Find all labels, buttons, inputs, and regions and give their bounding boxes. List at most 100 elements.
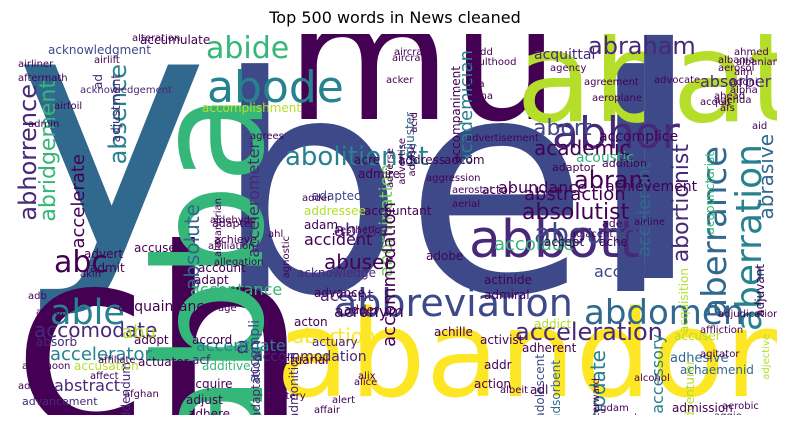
word-actuator: actuator xyxy=(138,355,189,369)
word-abundance: abundance xyxy=(498,178,587,197)
word-afford: afford xyxy=(268,414,300,415)
word-adaptec: adaptec xyxy=(312,189,361,203)
word-adder: adder xyxy=(302,193,332,204)
word-affiliate: affiliate xyxy=(98,355,136,366)
word-afterward: afterward xyxy=(591,378,602,415)
word-advise: advise xyxy=(407,144,418,177)
word-advancement: advancement xyxy=(22,395,98,408)
word-acoustic: acoustic xyxy=(576,150,635,166)
word-admission: admission xyxy=(672,401,733,415)
word-adaptor: adaptor xyxy=(552,161,596,174)
word-aim: aim xyxy=(734,67,753,78)
word-airliner: airliner xyxy=(18,59,54,70)
word-akin: akin xyxy=(80,269,102,280)
word-acknowledgement: acknowledgement xyxy=(80,85,172,96)
word-ade: ade xyxy=(602,217,623,230)
word-accusation: accusation xyxy=(74,359,139,373)
word-absorb: absorb xyxy=(36,335,78,349)
word-adherent: adherent xyxy=(522,341,577,355)
word-acquisition: acquisition xyxy=(677,268,691,334)
word-agnostic: agnostic xyxy=(281,236,292,279)
word-aha: aha xyxy=(466,79,485,90)
word-adsorbent: adsorbent xyxy=(549,360,563,415)
word-advert: advert xyxy=(84,247,124,261)
word-accommodation: accommodation xyxy=(254,349,367,365)
word-acronym: acronym xyxy=(334,302,404,321)
word-affect: affect xyxy=(90,371,119,382)
word-actuarial: actuarial xyxy=(276,353,329,367)
word-accuse: accuse xyxy=(134,241,176,255)
word-aircraft: aircraft xyxy=(392,53,428,64)
word-y: y xyxy=(14,34,210,323)
word-addressee: addressee xyxy=(304,204,366,218)
word-accomodate: accomodate xyxy=(34,318,158,342)
word-allegation: allegation xyxy=(214,257,264,268)
word-aesthetic: aesthetic xyxy=(334,225,381,236)
chart-title: Top 500 words in News cleaned xyxy=(269,8,521,27)
word-age: age xyxy=(218,303,237,314)
word-ahl: ahl xyxy=(268,229,284,240)
word-accelerant: accelerant xyxy=(634,162,655,257)
word-activist: activist xyxy=(480,333,524,347)
word-abolitionist: abolitionist xyxy=(285,142,429,172)
word-ch: ch xyxy=(14,195,308,416)
word-actor: actor xyxy=(482,183,513,197)
word-achieve: achieve xyxy=(214,233,257,246)
word-acceleration: acceleration xyxy=(515,318,663,346)
word-accolade: accolade xyxy=(494,234,575,255)
word-abate: abate xyxy=(516,34,777,151)
word-airlift: airlift xyxy=(94,55,120,66)
word-ache: ache xyxy=(599,235,628,249)
word-afternoon: afternoon xyxy=(22,361,71,372)
word-albanian: albanian xyxy=(736,57,777,68)
word-abbreviation: abbreviation xyxy=(334,281,573,325)
word-aggression: aggression xyxy=(426,173,481,184)
word-academic: academic xyxy=(534,136,631,160)
word-actuary: actuary xyxy=(312,335,358,349)
word-adopt: adopt xyxy=(134,333,169,347)
word-acquaintance: acquaintance xyxy=(118,299,213,315)
word-accentuate: accentuate xyxy=(196,336,286,355)
word-advocate: advocate xyxy=(654,75,701,86)
word-action: action xyxy=(474,377,511,391)
word-agha: agha xyxy=(468,91,493,102)
word-agdam: agdam xyxy=(594,403,629,414)
word-accuser: accuser xyxy=(674,329,721,343)
word-abuse: abuse xyxy=(334,220,389,241)
word-accelerate: accelerate xyxy=(68,154,89,249)
word-abandon: abandon xyxy=(276,286,777,416)
word-advertisement: advertisement xyxy=(466,133,539,144)
word-abuser: abuser xyxy=(324,250,393,274)
word-aggie: aggie xyxy=(714,412,742,416)
word-adcom: adcom xyxy=(444,153,485,167)
word-adhere: adhere xyxy=(188,407,231,415)
word-aftermath: aftermath xyxy=(18,73,68,84)
word-admire: admire xyxy=(358,167,401,181)
word-affair: affair xyxy=(314,405,341,416)
word-abram: abram xyxy=(574,166,652,194)
word-admin: admin xyxy=(28,119,60,130)
word-abortionist: abortionist xyxy=(669,144,694,263)
word-accident: accident xyxy=(304,230,373,249)
word-acton: acton xyxy=(294,315,328,329)
word-aerosol: aerosol xyxy=(718,63,755,74)
word-agenda: agenda xyxy=(714,95,752,106)
word-abode: abode xyxy=(207,62,344,113)
word-adultery: adultery xyxy=(264,391,306,402)
word-adjacent: adjacent xyxy=(570,229,614,240)
word-addr: addr xyxy=(484,358,512,372)
word-admit: admit xyxy=(90,261,125,275)
word-adobe: adobe xyxy=(426,249,464,263)
word-abhor: abhor xyxy=(552,108,680,159)
word-accept: accept xyxy=(544,235,585,249)
word-adjective: adjective xyxy=(761,334,772,380)
word-alert: alert xyxy=(332,395,356,406)
word-acknowledgment: acknowledgment xyxy=(48,43,151,57)
word-adept: adept xyxy=(18,381,47,392)
word-adverse: adverse xyxy=(385,148,396,189)
word-addition: addition xyxy=(602,157,647,170)
word-adam: adam xyxy=(304,218,339,232)
word-aerobic: aerobic xyxy=(722,401,759,412)
word-achievement: achievement xyxy=(606,179,698,195)
word-adl: adl xyxy=(530,383,549,397)
